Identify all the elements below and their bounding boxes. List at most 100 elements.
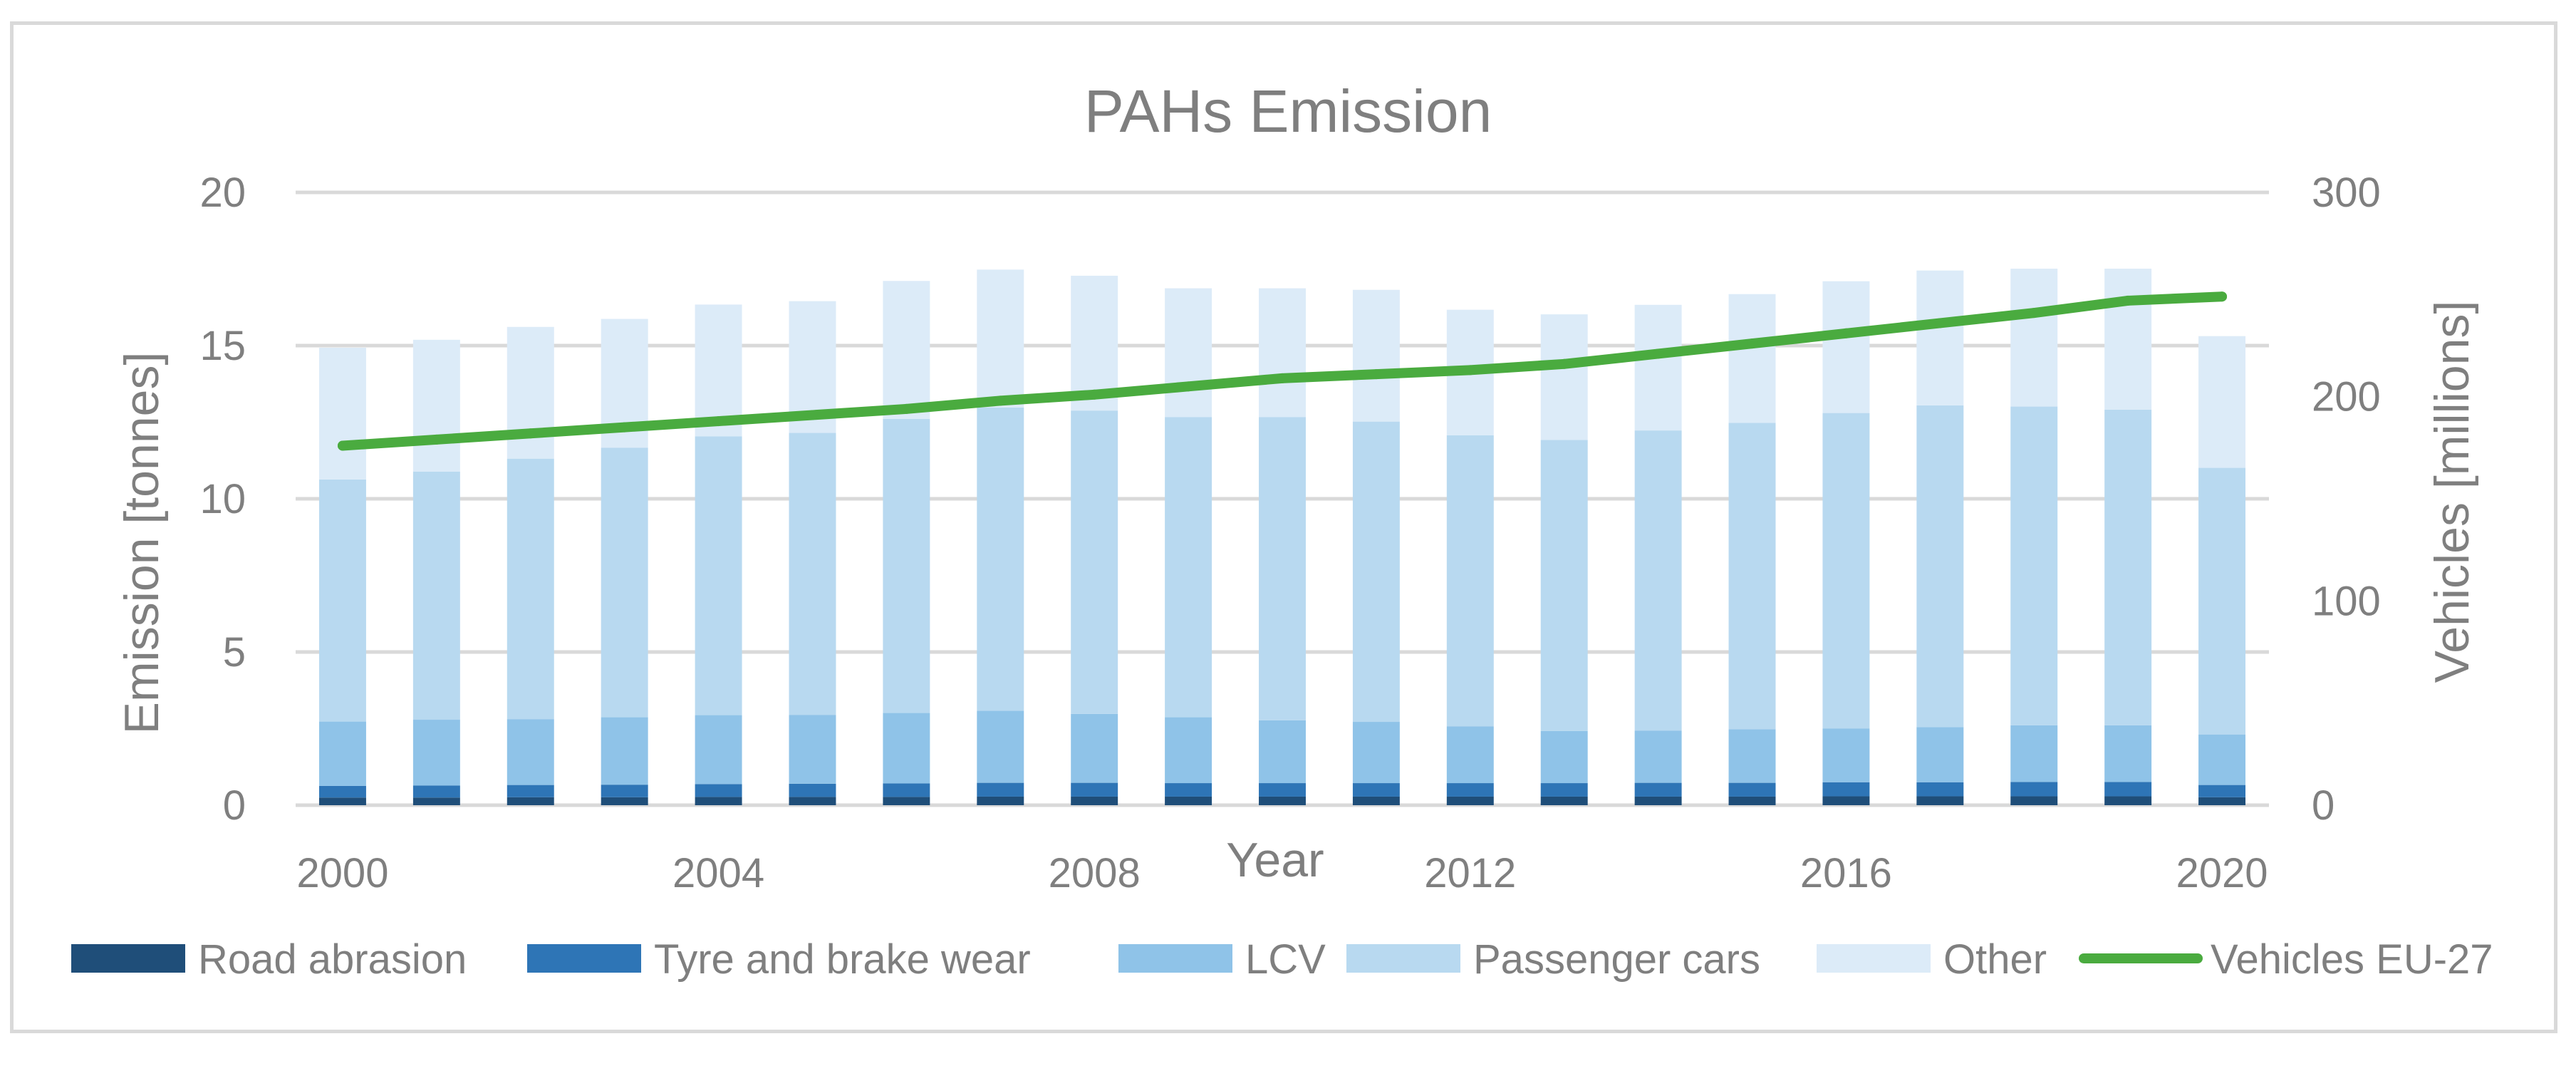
bar-road-abrasion-2008 xyxy=(1071,796,1118,805)
vehicles-point-2014 xyxy=(1653,348,1663,359)
bar-road-abrasion-2006 xyxy=(883,797,930,805)
bar-tyre-and-brake-wear-2015 xyxy=(1728,782,1776,797)
bar-tyre-and-brake-wear-2017 xyxy=(1916,782,1964,797)
legend-label-passenger-cars: Passenger cars xyxy=(1473,936,1760,983)
bar-other-2017 xyxy=(1916,270,1964,405)
vehicles-line-group xyxy=(337,291,2228,451)
bar-lcv-2011 xyxy=(1352,722,1400,784)
legend-label-other: Other xyxy=(1943,936,2047,983)
x-axis-ticks: 2000 2004 2008 2012 2016 2020 xyxy=(296,850,2268,896)
y-right-tick-label: 300 xyxy=(2312,170,2381,216)
bar-tyre-and-brake-wear-2005 xyxy=(789,783,836,797)
bar-road-abrasion-2005 xyxy=(789,797,836,805)
bar-tyre-and-brake-wear-2013 xyxy=(1540,783,1588,797)
bar-tyre-and-brake-wear-2006 xyxy=(883,783,930,797)
bar-lcv-2007 xyxy=(977,710,1024,783)
x-tick-label: 2008 xyxy=(1049,850,1141,896)
bar-tyre-and-brake-wear-2002 xyxy=(507,785,554,797)
bar-passenger-cars-2012 xyxy=(1446,435,1494,727)
bar-road-abrasion-2000 xyxy=(318,797,366,805)
bar-lcv-2017 xyxy=(1916,727,1964,782)
legend: Road abrasion Tyre and brake wear LCV Passe… xyxy=(71,936,2493,983)
bar-lcv-2009 xyxy=(1165,717,1212,784)
bar-road-abrasion-2019 xyxy=(2104,796,2152,805)
bar-lcv-2020 xyxy=(2198,734,2246,785)
y-axis-right-title: Vehicles [millions] xyxy=(2425,301,2479,683)
bar-passenger-cars-2003 xyxy=(601,447,648,718)
bar-lcv-2016 xyxy=(1822,728,1870,782)
bar-other-2011 xyxy=(1352,289,1400,422)
bar-other-2020 xyxy=(2198,336,2246,468)
bar-other-2007 xyxy=(977,269,1024,408)
bar-tyre-and-brake-wear-2014 xyxy=(1634,782,1682,797)
bar-passenger-cars-2009 xyxy=(1165,417,1212,718)
bar-road-abrasion-2007 xyxy=(977,796,1024,805)
bar-passenger-cars-2013 xyxy=(1540,440,1588,731)
bar-lcv-2013 xyxy=(1540,730,1588,784)
bar-tyre-and-brake-wear-2008 xyxy=(1071,782,1118,797)
vehicles-point-2020 xyxy=(2217,291,2228,302)
bar-tyre-and-brake-wear-2001 xyxy=(412,785,460,798)
vehicles-point-2017 xyxy=(1935,318,1946,328)
bar-road-abrasion-2020 xyxy=(2198,797,2246,805)
legend-label-road-abrasion: Road abrasion xyxy=(198,936,467,983)
bar-road-abrasion-2018 xyxy=(2010,796,2058,805)
bar-lcv-2015 xyxy=(1728,729,1776,783)
bar-tyre-and-brake-wear-2011 xyxy=(1352,783,1400,797)
bar-passenger-cars-2004 xyxy=(695,436,742,715)
bar-tyre-and-brake-wear-2009 xyxy=(1165,783,1212,797)
bar-passenger-cars-2005 xyxy=(789,433,836,715)
bar-passenger-cars-2006 xyxy=(883,418,930,713)
bar-lcv-2002 xyxy=(507,719,554,785)
legend-swatch-other xyxy=(1817,944,1931,973)
bar-other-2014 xyxy=(1634,304,1682,431)
legend-label-tyre-and-brake-wear: Tyre and brake wear xyxy=(654,936,1031,983)
bar-lcv-2010 xyxy=(1259,720,1306,784)
y-axis-left-title: Emission [tonnes] xyxy=(115,352,169,735)
bar-lcv-2006 xyxy=(883,713,930,784)
bar-passenger-cars-2019 xyxy=(2104,409,2152,725)
bar-passenger-cars-2010 xyxy=(1259,417,1306,720)
bar-lcv-2018 xyxy=(2010,725,2058,782)
bar-tyre-and-brake-wear-2003 xyxy=(601,785,648,797)
bar-road-abrasion-2003 xyxy=(601,797,648,805)
bar-tyre-and-brake-wear-2020 xyxy=(2198,785,2246,797)
bar-lcv-2014 xyxy=(1634,730,1682,783)
bar-road-abrasion-2002 xyxy=(507,797,554,805)
vehicles-point-2011 xyxy=(1371,369,1381,380)
stacked-bars xyxy=(318,269,2246,805)
vehicles-point-2008 xyxy=(1089,389,1100,400)
bar-passenger-cars-2008 xyxy=(1071,410,1118,714)
x-tick-label: 2012 xyxy=(1424,850,1516,896)
vehicles-point-2016 xyxy=(1841,328,1852,338)
bar-tyre-and-brake-wear-2012 xyxy=(1446,783,1494,797)
bar-tyre-and-brake-wear-2000 xyxy=(318,785,366,798)
y-left-tick-label: 10 xyxy=(199,476,246,522)
bar-tyre-and-brake-wear-2016 xyxy=(1822,782,1870,797)
bar-lcv-2008 xyxy=(1071,713,1118,783)
bar-lcv-2012 xyxy=(1446,726,1494,784)
bar-passenger-cars-2007 xyxy=(977,407,1024,711)
bar-passenger-cars-2002 xyxy=(507,458,554,720)
bar-tyre-and-brake-wear-2018 xyxy=(2010,782,2058,797)
x-tick-label: 2000 xyxy=(296,850,388,896)
bar-passenger-cars-2014 xyxy=(1634,430,1682,731)
bar-other-2008 xyxy=(1071,275,1118,411)
y-left-tick-label: 5 xyxy=(223,629,246,676)
bar-lcv-2000 xyxy=(318,721,366,786)
y-axis-left-ticks: 0 5 10 15 20 xyxy=(199,170,246,829)
vehicles-point-2006 xyxy=(901,403,912,414)
vehicles-point-2002 xyxy=(525,428,536,439)
vehicles-point-2013 xyxy=(1559,358,1569,369)
bar-other-2001 xyxy=(412,339,460,472)
legend-label-lcv: LCV xyxy=(1245,936,1326,983)
bar-tyre-and-brake-wear-2019 xyxy=(2104,782,2152,797)
bar-lcv-2003 xyxy=(601,717,648,785)
bar-other-2010 xyxy=(1259,288,1306,418)
bar-road-abrasion-2016 xyxy=(1822,796,1870,805)
vehicles-point-2001 xyxy=(431,434,442,445)
bar-other-2015 xyxy=(1728,294,1776,423)
bar-other-2013 xyxy=(1540,314,1588,440)
bar-other-2004 xyxy=(695,304,742,437)
bar-passenger-cars-2001 xyxy=(412,471,460,720)
